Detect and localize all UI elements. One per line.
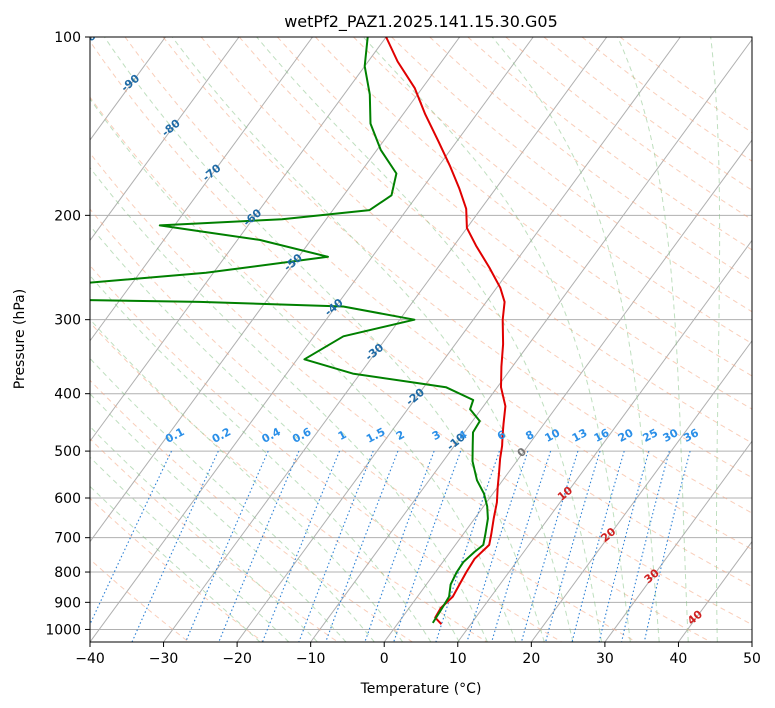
x-tick-label: −30 xyxy=(149,651,179,667)
isotherm-line xyxy=(90,37,533,642)
isotherm-label: 20 xyxy=(598,525,618,545)
moist-adiabat-line xyxy=(3,37,487,642)
mixing-ratio-label: 25 xyxy=(640,426,660,445)
isotherm-line xyxy=(311,37,754,642)
mixing-ratio-line xyxy=(546,451,600,642)
y-tick-label: 400 xyxy=(54,387,81,403)
isotherm-label: 30 xyxy=(642,566,662,586)
y-tick-label: 600 xyxy=(54,491,81,507)
dry-adiabat-line xyxy=(354,37,775,642)
mixing-ratio-label: 0.4 xyxy=(260,425,284,446)
dry-adiabat-line xyxy=(0,37,487,642)
moist-adiabat-line xyxy=(363,37,630,642)
y-tick-label: 200 xyxy=(54,208,81,224)
x-tick-label: 50 xyxy=(743,651,761,667)
mixing-ratio-line xyxy=(644,451,690,642)
mixing-ratio-label: 1.5 xyxy=(364,425,387,446)
mixing-ratio-line xyxy=(326,451,398,642)
y-tick-label: 700 xyxy=(54,531,81,547)
mixing-ratio-line xyxy=(186,451,269,642)
isotherm-line xyxy=(531,37,775,642)
isotherm-line xyxy=(752,37,775,642)
x-tick-label: 30 xyxy=(596,651,614,667)
dry-adiabat-line xyxy=(315,37,775,642)
x-tick-label: 0 xyxy=(380,651,389,667)
y-tick-label: 100 xyxy=(54,30,81,46)
isotherm-line xyxy=(164,37,607,642)
temperature-profile-line xyxy=(386,37,505,624)
mixing-ratio-label: 0.1 xyxy=(163,425,186,446)
mixing-ratio-label: 10 xyxy=(543,426,563,445)
x-tick-label: 10 xyxy=(449,651,467,667)
mixing-ratio-line xyxy=(492,451,551,642)
isotherm-label: -20 xyxy=(403,385,427,408)
chart-title: wetPf2_PAZ1.2025.141.15.30.G05 xyxy=(284,12,558,32)
moist-adiabat-line xyxy=(618,37,689,642)
moist-adiabat-line xyxy=(0,37,403,642)
x-tick-label: 40 xyxy=(670,651,688,667)
background-lines xyxy=(0,37,775,642)
mixing-ratio-line xyxy=(436,451,500,642)
mixing-ratio-line xyxy=(572,451,624,642)
isotherm-line xyxy=(16,37,459,642)
mixing-ratio-label: 8 xyxy=(523,428,536,443)
mixing-ratio-line xyxy=(82,451,172,642)
mixing-ratio-label: 0.2 xyxy=(210,425,233,446)
mixing-ratio-label: 20 xyxy=(616,426,636,445)
moist-adiabat-line xyxy=(711,37,720,642)
dry-adiabat-line xyxy=(544,37,775,642)
mixing-ratio-line xyxy=(394,451,461,642)
plot-frame xyxy=(90,37,752,642)
y-tick-label: 900 xyxy=(54,595,81,611)
y-tick-label: 300 xyxy=(54,313,81,329)
mixing-ratio-label: 6 xyxy=(495,428,508,443)
isotherm-label: -50 xyxy=(281,251,305,274)
isotherm-line xyxy=(0,37,386,642)
isotherm-line xyxy=(237,37,680,642)
mixing-ratio-line xyxy=(599,451,649,642)
isotherm-label: -30 xyxy=(363,341,387,364)
mixing-ratio-label: 0.6 xyxy=(290,425,314,446)
isotherm-line xyxy=(678,37,775,642)
moist-adiabat-line xyxy=(0,37,260,642)
isotherm-label: 10 xyxy=(555,484,575,504)
isotherm-line xyxy=(458,37,775,642)
mixing-ratio-label: 3 xyxy=(430,428,443,443)
moist-adiabat-line xyxy=(492,37,659,642)
mixing-ratio-line xyxy=(219,451,299,642)
mixing-ratio-line xyxy=(263,451,340,642)
x-tick-label: 20 xyxy=(522,651,540,667)
dry-adiabat-line xyxy=(49,37,775,642)
mixing-ratio-line xyxy=(299,451,373,642)
dry-adiabat-line xyxy=(163,37,775,642)
y-tick-label: 800 xyxy=(54,565,81,581)
mixing-ratio-label: 16 xyxy=(592,426,612,445)
mixing-ratio-label: 1 xyxy=(336,428,349,443)
isotherm-line xyxy=(0,37,239,642)
moist-adiabat-line xyxy=(49,37,516,642)
dry-adiabat-line xyxy=(125,37,775,642)
y-tick-label: 500 xyxy=(54,444,81,460)
mixing-ratio-label: 36 xyxy=(681,426,701,445)
dry-adiabat-line xyxy=(277,37,775,642)
dry-adiabat-line xyxy=(201,37,775,642)
y-tick-label: 1000 xyxy=(45,622,81,638)
isotherm-label: -90 xyxy=(119,72,143,95)
isotherm-line xyxy=(605,37,775,642)
dry-adiabat-line xyxy=(506,37,775,642)
x-axis-label: Temperature (°C) xyxy=(360,681,482,697)
y-axis-label: Pressure (hPa) xyxy=(12,289,28,389)
x-tick-label: −20 xyxy=(222,651,252,667)
mixing-ratio-line xyxy=(365,451,434,642)
dry-adiabat-line xyxy=(0,37,263,642)
mixing-ratio-label: 2 xyxy=(394,428,407,443)
x-tick-label: −40 xyxy=(75,651,105,667)
x-tick-label: −10 xyxy=(296,651,326,667)
isotherm-label: 40 xyxy=(685,607,705,627)
mixing-ratio-label: 13 xyxy=(570,426,590,445)
